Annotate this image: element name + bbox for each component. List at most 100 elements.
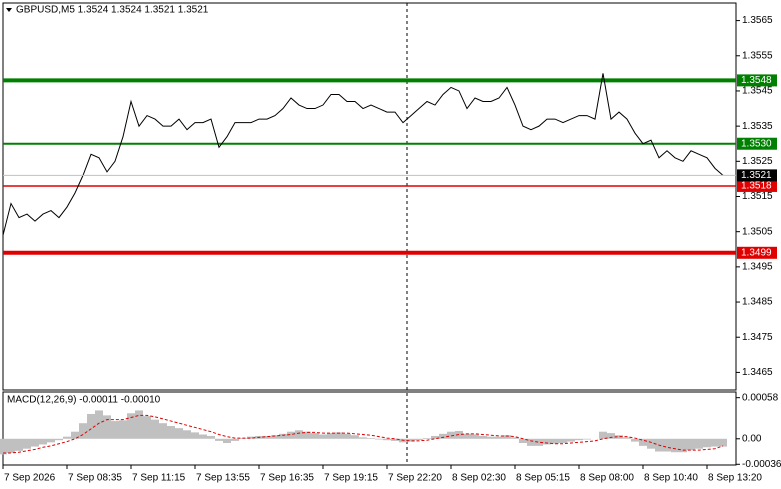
macd-bar: [527, 438, 535, 446]
macd-bar: [471, 434, 479, 439]
last-price-box: [737, 169, 777, 182]
macd-bar: [23, 438, 31, 449]
macd-bar: [287, 431, 295, 439]
x-tick-label: 7 Sep 08:35: [68, 473, 122, 484]
macd-bar: [519, 438, 527, 444]
y-tick-label: 1.3525: [742, 156, 773, 167]
y-tick-label: 1.3465: [742, 367, 773, 378]
macd-bar: [639, 438, 647, 446]
macd-bar: [703, 438, 711, 448]
x-tick-label: 7 Sep 22:20: [388, 473, 442, 484]
macd-bar: [159, 423, 167, 439]
x-tick-label: 7 Sep 13:55: [196, 473, 250, 484]
macd-bar: [663, 438, 671, 452]
macd-bar: [583, 438, 591, 440]
macd-bar: [439, 433, 447, 439]
macd-bar: [7, 438, 15, 453]
macd-bar: [359, 437, 367, 439]
macd-bar: [327, 433, 335, 439]
y-tick-label: 0.00058: [742, 392, 779, 403]
macd-bar: [15, 438, 23, 451]
macd-bar: [447, 431, 455, 439]
macd-bar: [279, 433, 287, 439]
macd-bar: [367, 438, 375, 439]
y-tick-label: 1.3545: [742, 86, 773, 97]
macd-bar: [231, 438, 239, 441]
macd-bar: [0, 438, 7, 455]
macd-bar: [71, 431, 79, 439]
macd-bar: [495, 436, 503, 439]
macd-bar: [127, 413, 135, 439]
macd-bar: [223, 438, 231, 444]
macd-bar: [511, 437, 519, 439]
macd-bar: [311, 433, 319, 439]
y-tick-label: 1.3555: [742, 50, 773, 61]
macd-bar: [375, 438, 383, 440]
level-label: 1.3548: [741, 75, 772, 86]
y-tick-label: 1.3505: [742, 226, 773, 237]
macd-bar: [599, 431, 607, 439]
macd-bar: [431, 435, 439, 439]
macd-bar: [407, 438, 415, 442]
x-tick-label: 8 Sep 08:00: [580, 473, 634, 484]
macd-bar: [119, 420, 127, 439]
macd-bar: [559, 438, 567, 444]
macd-frame: [2, 391, 737, 466]
chart-title: GBPUSD,M5 1.3524 1.3524 1.3521 1.3521: [16, 5, 209, 16]
macd-bar: [351, 435, 359, 439]
macd-bar: [303, 431, 311, 439]
macd-bar: [487, 436, 495, 439]
macd-bar: [455, 430, 463, 439]
macd-bar: [111, 421, 119, 439]
y-tick-label: 1.3485: [742, 297, 773, 308]
macd-bar: [719, 438, 727, 447]
menu-arrow: [6, 8, 12, 12]
macd-bar: [39, 438, 47, 445]
x-tick-label: 7 Sep 16:35: [260, 473, 314, 484]
y-tick-label: 1.3475: [742, 332, 773, 343]
macd-bar: [343, 433, 351, 439]
macd-bar: [55, 438, 63, 441]
macd-bar: [543, 438, 551, 445]
macd-bar: [247, 436, 255, 439]
y-tick-label: 1.3495: [742, 262, 773, 273]
macd-bar: [215, 438, 223, 441]
x-tick-label: 7 Sep 19:15: [324, 473, 378, 484]
macd-bar: [503, 435, 511, 439]
macd-bar: [383, 438, 391, 441]
macd-bar: [175, 428, 183, 439]
level-label-box: [737, 137, 777, 150]
macd-bar: [199, 434, 207, 439]
macd-bar: [711, 438, 719, 447]
x-tick-label: 8 Sep 13:20: [708, 473, 762, 484]
last-price-label: 1.3521: [741, 170, 772, 181]
macd-bar: [687, 438, 695, 451]
macd-bar: [135, 410, 143, 439]
macd-bar: [391, 438, 399, 441]
macd-bar: [63, 436, 71, 439]
macd-bar: [671, 438, 679, 453]
y-tick-label: 0.00: [742, 433, 762, 444]
macd-bar: [415, 438, 423, 441]
level-label-box: [737, 246, 777, 259]
y-tick-label: 1.3565: [742, 15, 773, 26]
macd-bar: [695, 438, 703, 449]
level-label: 1.3499: [741, 247, 772, 258]
macd-bar: [207, 435, 215, 439]
macd-bar: [679, 438, 687, 453]
macd-bar: [551, 438, 559, 444]
macd-bar: [575, 438, 583, 441]
macd-bar: [87, 413, 95, 439]
macd-title: MACD(12,26,9) -0.00011 -0.00010: [7, 395, 161, 406]
macd-bar: [151, 419, 159, 439]
macd-bar: [191, 432, 199, 439]
macd-bar: [319, 434, 327, 439]
macd-bar: [335, 432, 343, 439]
level-label: 1.3518: [741, 181, 772, 192]
macd-bar: [607, 433, 615, 439]
level-label-box: [737, 179, 777, 192]
macd-bar: [295, 430, 303, 439]
macd-bar: [183, 430, 191, 439]
